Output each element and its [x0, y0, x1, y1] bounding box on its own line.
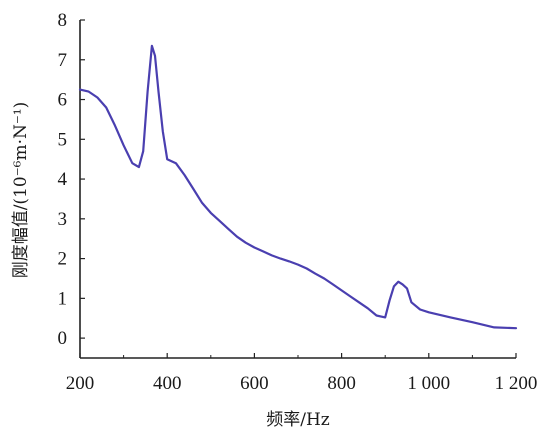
y-tick-label: 6 — [58, 90, 68, 111]
x-tick-label: 800 — [327, 373, 356, 394]
series-line — [78, 44, 518, 330]
x-tick-label: 400 — [153, 373, 182, 394]
x-tick-label: 1 000 — [407, 373, 450, 394]
y-tick-label: 8 — [58, 10, 68, 31]
y-axis-title: 刚度幅值/(10⁻⁶m·N⁻¹) — [11, 102, 31, 279]
y-tick-label: 5 — [58, 129, 68, 150]
x-tick-label: 1 200 — [495, 373, 538, 394]
y-tick-label: 7 — [58, 50, 68, 71]
y-tick-label: 1 — [58, 288, 68, 309]
labels: 频率/Hz 刚度幅值/(10⁻⁶m·N⁻¹) — [11, 102, 330, 430]
y-tick-label: 0 — [58, 328, 68, 349]
x-axis-title: 频率/Hz — [266, 410, 330, 430]
y-tick-label: 2 — [58, 249, 68, 270]
axes: 200 400 600 800 1 000 1 200 0 1 2 3 4 5 6 7 8 — [58, 10, 538, 394]
y-tick-label: 4 — [58, 169, 68, 190]
series-layer — [78, 44, 518, 330]
x-tick-label: 600 — [240, 373, 269, 394]
x-tick-label: 200 — [66, 373, 95, 394]
y-tick-label: 3 — [58, 209, 68, 230]
